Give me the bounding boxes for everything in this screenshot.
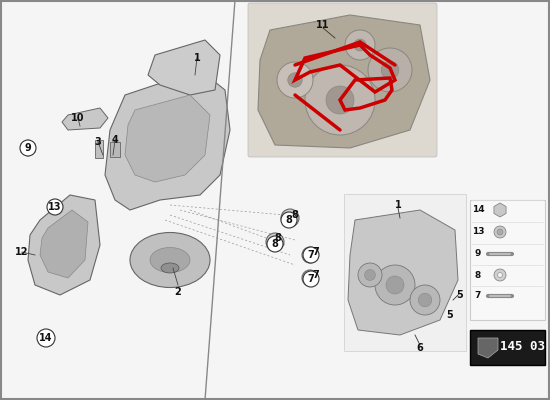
Text: 7: 7 bbox=[307, 250, 315, 260]
Circle shape bbox=[20, 140, 36, 156]
Circle shape bbox=[306, 274, 314, 282]
Circle shape bbox=[305, 65, 375, 135]
Circle shape bbox=[418, 293, 432, 307]
Circle shape bbox=[345, 30, 375, 60]
Polygon shape bbox=[62, 108, 108, 130]
Circle shape bbox=[368, 48, 412, 92]
Circle shape bbox=[494, 269, 506, 281]
Circle shape bbox=[281, 212, 297, 228]
Text: 11: 11 bbox=[316, 20, 330, 30]
Circle shape bbox=[37, 329, 55, 347]
Circle shape bbox=[270, 237, 280, 247]
Text: 8: 8 bbox=[285, 215, 293, 225]
FancyBboxPatch shape bbox=[248, 3, 437, 157]
Circle shape bbox=[285, 213, 295, 223]
Text: 9: 9 bbox=[475, 250, 481, 258]
Circle shape bbox=[306, 251, 314, 259]
Text: 145 03: 145 03 bbox=[499, 340, 544, 354]
Circle shape bbox=[410, 285, 440, 315]
Circle shape bbox=[326, 86, 354, 114]
Text: 1: 1 bbox=[395, 200, 402, 210]
Polygon shape bbox=[258, 15, 430, 148]
Polygon shape bbox=[348, 210, 458, 335]
Text: 14: 14 bbox=[472, 206, 485, 214]
Polygon shape bbox=[40, 210, 88, 278]
Polygon shape bbox=[478, 338, 498, 358]
Polygon shape bbox=[21, 140, 35, 156]
FancyBboxPatch shape bbox=[470, 330, 545, 365]
Bar bbox=[470, 200, 545, 320]
Bar bbox=[110, 142, 120, 157]
Circle shape bbox=[358, 263, 382, 287]
Polygon shape bbox=[28, 195, 100, 295]
Circle shape bbox=[302, 247, 318, 263]
Text: 8: 8 bbox=[274, 233, 282, 243]
Circle shape bbox=[497, 229, 503, 235]
Circle shape bbox=[303, 271, 319, 287]
Text: 14: 14 bbox=[39, 333, 53, 343]
Circle shape bbox=[25, 145, 31, 151]
Circle shape bbox=[303, 247, 319, 263]
Circle shape bbox=[302, 270, 318, 286]
Circle shape bbox=[281, 209, 299, 227]
Text: 2: 2 bbox=[175, 287, 182, 297]
Text: 1: 1 bbox=[194, 53, 200, 63]
Text: 6: 6 bbox=[417, 343, 424, 353]
Polygon shape bbox=[105, 70, 230, 210]
Text: 5: 5 bbox=[447, 310, 453, 320]
Circle shape bbox=[288, 73, 302, 87]
Ellipse shape bbox=[150, 248, 190, 272]
Text: 4: 4 bbox=[112, 135, 118, 145]
Text: 13: 13 bbox=[472, 228, 484, 236]
Circle shape bbox=[494, 226, 506, 238]
Bar bbox=[95, 140, 103, 158]
Circle shape bbox=[365, 270, 376, 280]
Text: 13: 13 bbox=[48, 202, 62, 212]
Circle shape bbox=[267, 236, 283, 252]
Circle shape bbox=[375, 265, 415, 305]
Text: 5: 5 bbox=[456, 290, 463, 300]
Text: 8: 8 bbox=[475, 270, 481, 280]
Text: 8: 8 bbox=[292, 210, 299, 220]
Circle shape bbox=[277, 62, 313, 98]
Ellipse shape bbox=[130, 232, 210, 288]
Text: 9: 9 bbox=[25, 143, 31, 153]
Text: 3: 3 bbox=[95, 137, 101, 147]
Text: 7: 7 bbox=[307, 274, 315, 284]
Circle shape bbox=[47, 199, 63, 215]
Circle shape bbox=[266, 233, 284, 251]
Circle shape bbox=[386, 276, 404, 294]
Ellipse shape bbox=[161, 263, 179, 273]
Circle shape bbox=[381, 61, 399, 79]
FancyBboxPatch shape bbox=[344, 194, 466, 351]
Circle shape bbox=[354, 39, 366, 51]
Text: 7: 7 bbox=[475, 292, 481, 300]
Polygon shape bbox=[125, 95, 210, 182]
Polygon shape bbox=[148, 40, 220, 95]
Text: 8: 8 bbox=[272, 239, 278, 249]
Text: 7: 7 bbox=[312, 270, 320, 280]
Circle shape bbox=[498, 272, 503, 278]
Text: 7: 7 bbox=[312, 247, 320, 257]
Text: 10: 10 bbox=[72, 113, 85, 123]
Polygon shape bbox=[494, 203, 506, 217]
Text: 12: 12 bbox=[15, 247, 29, 257]
